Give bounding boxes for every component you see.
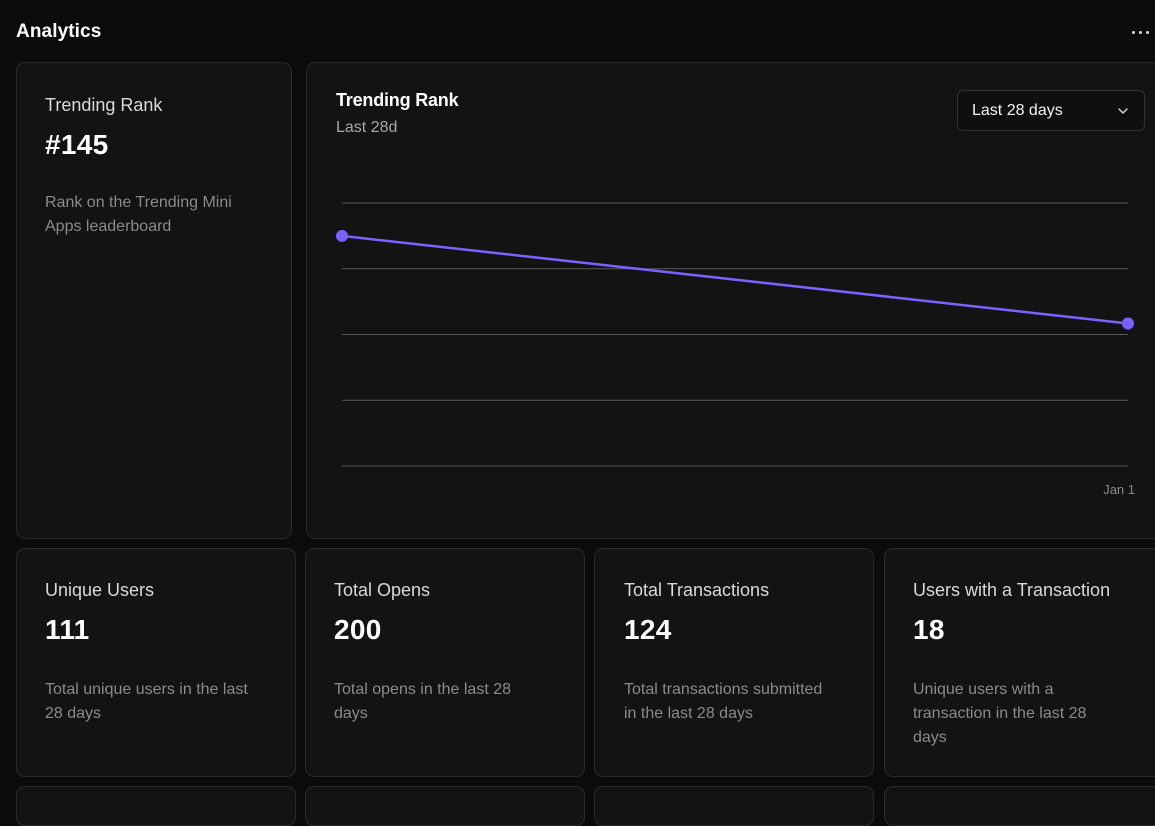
card-description-line: transaction in the last 28: [913, 705, 1087, 722]
card-description-line: Apps leaderboard: [45, 218, 172, 235]
unique-users-card: Unique Users 111 Total unique users in t…: [16, 548, 296, 777]
card-description-line: Rank on the Trending Mini: [45, 194, 232, 211]
card-description: Total unique users in the last 28 days: [45, 678, 248, 726]
next-row-card: [305, 786, 585, 826]
card-value: 124: [624, 614, 672, 645]
page-title: Analytics: [16, 21, 102, 42]
card-value: 111: [45, 614, 90, 645]
card-description: Total opens in the last 28 days: [334, 678, 511, 726]
trending-rank-chart-card: Trending Rank Last 28d Last 28 days Jan …: [306, 62, 1155, 539]
card-value: 200: [334, 614, 382, 645]
total-opens-card: Total Opens 200 Total opens in the last …: [305, 548, 585, 777]
series-line: [341, 234, 1129, 325]
date-range-select[interactable]: Last 28 days: [957, 90, 1145, 131]
card-label: Total Transactions: [624, 580, 770, 600]
data-point[interactable]: [336, 229, 348, 242]
more-options-button[interactable]: [1132, 24, 1155, 40]
card-description-line: Total unique users in the last: [45, 681, 248, 698]
chevron-down-icon: [1116, 104, 1130, 118]
card-description-line: in the last 28 days: [624, 705, 753, 722]
card-description: Rank on the Trending Mini Apps leaderboa…: [45, 191, 232, 239]
card-value: 18: [913, 614, 945, 645]
card-description-line: 28 days: [45, 705, 102, 722]
data-point[interactable]: [1122, 317, 1134, 330]
more-options-icon: [1132, 30, 1135, 34]
card-value: #145: [45, 129, 109, 160]
card-description-line: Unique users with a: [913, 681, 1054, 698]
total-transactions-card: Total Transactions 124 Total transaction…: [594, 548, 874, 777]
line-chart: Jan 1: [336, 202, 1135, 497]
card-description-line: Total transactions submitted: [624, 681, 823, 698]
card-description: Total transactions submitted in the last…: [624, 678, 822, 726]
next-row-card: [594, 786, 874, 826]
next-row-card: [16, 786, 296, 826]
x-tick-label: Jan 1: [1103, 482, 1135, 497]
date-range-select-value: Last 28 days: [972, 101, 1063, 119]
card-label: Unique Users: [45, 580, 155, 600]
more-options-icon-dot: [1139, 30, 1142, 34]
next-row-card: [884, 786, 1155, 826]
users-with-transaction-card: Users with a Transaction 18 Unique users…: [884, 548, 1155, 777]
chart-title: Trending Rank: [336, 90, 459, 110]
card-description-line: days: [913, 729, 947, 746]
card-description-line: Total opens in the last 28: [334, 681, 512, 698]
card-description-line: days: [334, 705, 368, 722]
card-label: Trending Rank: [45, 95, 163, 115]
trending-rank-card: Trending Rank #145 Rank on the Trending …: [16, 62, 292, 539]
card-label: Users with a Transaction: [913, 580, 1111, 600]
card-label: Total Opens: [334, 580, 431, 600]
card-description: Unique users with a transaction in the l…: [913, 678, 1086, 750]
more-options-icon-dot: [1146, 30, 1149, 34]
chart-subtitle: Last 28d: [336, 119, 398, 136]
